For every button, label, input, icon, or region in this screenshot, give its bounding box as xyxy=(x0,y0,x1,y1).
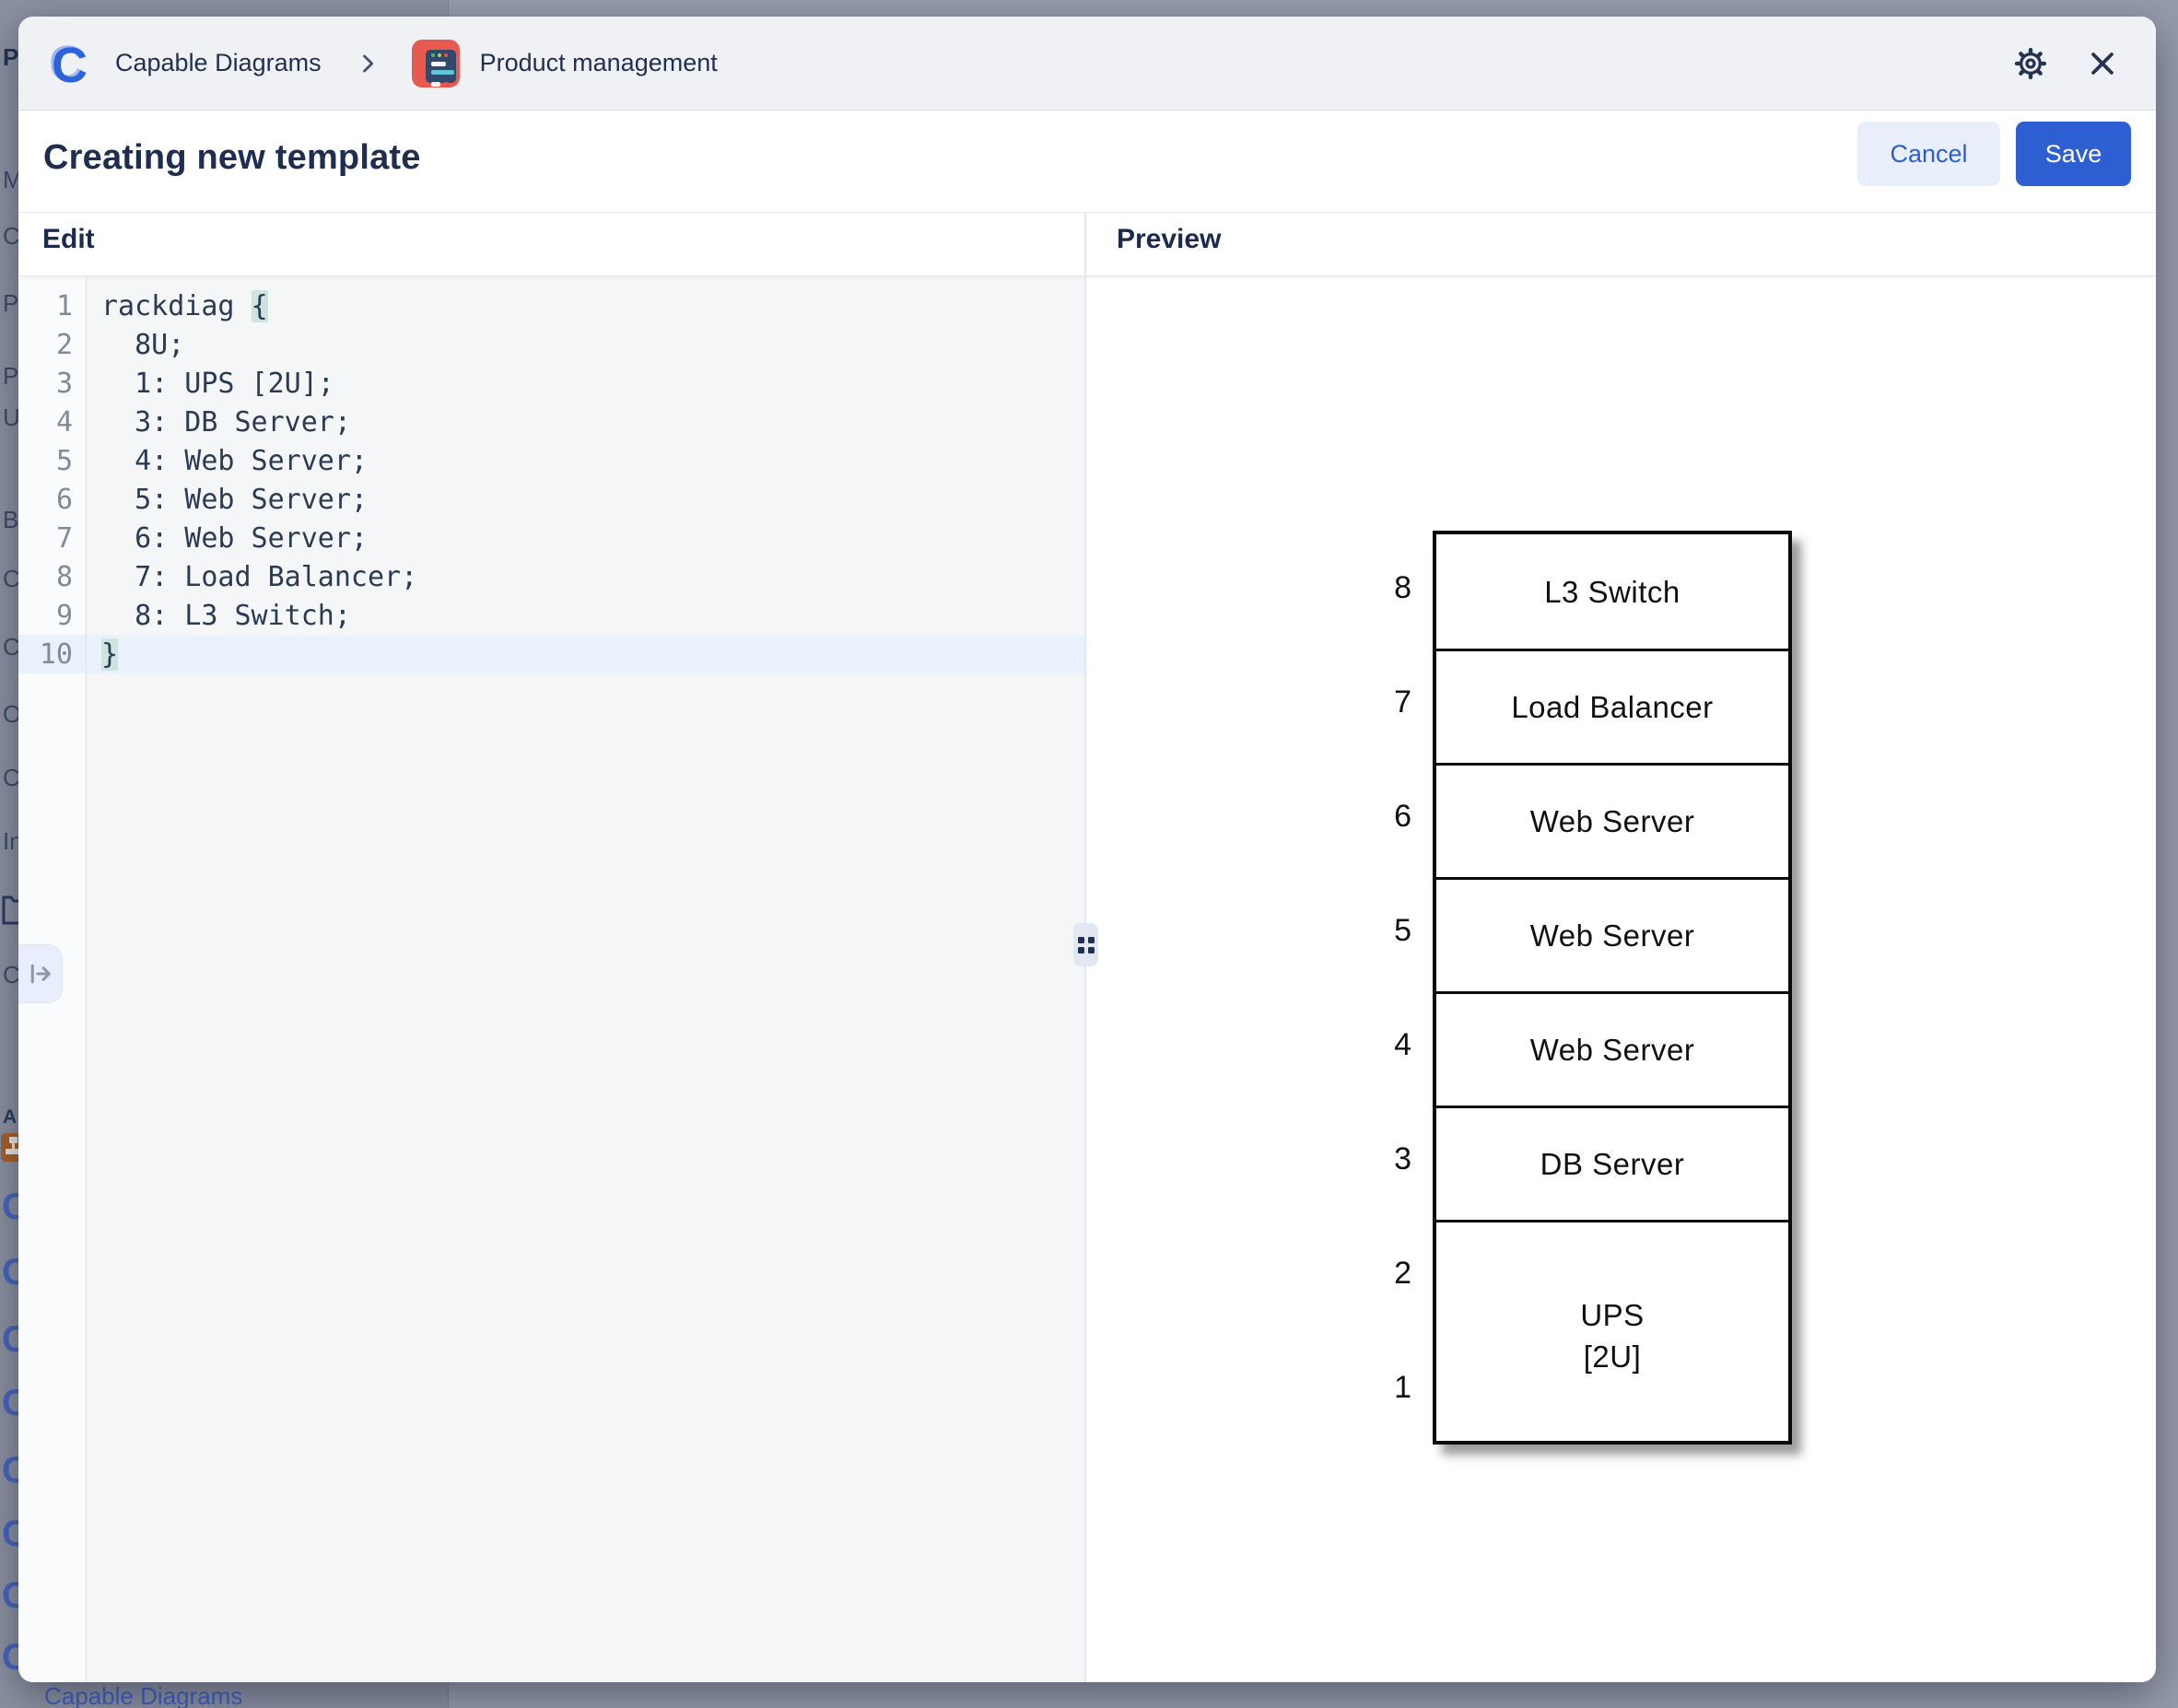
expand-sidebar-button[interactable] xyxy=(18,944,63,1003)
code-text: 3: DB Server; xyxy=(101,405,351,439)
code-text: 1: UPS [2U]; xyxy=(101,367,334,400)
capable-diagrams-logo-icon: C C xyxy=(49,35,88,93)
gutter-divider xyxy=(86,276,87,1682)
rack-unit-number: 6 xyxy=(1394,798,1411,834)
rack-slot: Load Balancer xyxy=(1436,649,1788,763)
line-number: 5 xyxy=(55,444,73,477)
code-line-6[interactable]: 6 5: Web Server; xyxy=(18,480,1084,519)
rack-slot: Web Server xyxy=(1436,877,1788,991)
rack-unit-number: 3 xyxy=(1394,1141,1411,1176)
code-line-10[interactable]: 10} xyxy=(18,635,1084,673)
code-line-3[interactable]: 3 1: UPS [2U]; xyxy=(18,364,1084,403)
settings-button[interactable] xyxy=(2009,42,2052,85)
rack-unit-number: 5 xyxy=(1394,912,1411,948)
line-number: 3 xyxy=(55,367,73,400)
preview-pane-label: Preview xyxy=(1117,224,1222,254)
gear-icon xyxy=(2014,47,2047,79)
code-text: 6: Web Server; xyxy=(101,521,368,555)
line-number: 4 xyxy=(55,405,73,439)
code-line-8[interactable]: 8 7: Load Balancer; xyxy=(18,557,1084,596)
rack-slot: UPS [2U] xyxy=(1436,1220,1788,1448)
breadcrumb-page-name[interactable]: Product management xyxy=(479,49,718,76)
dialog-title-row: Creating new template Cancel Save xyxy=(18,111,2156,213)
product-management-icon xyxy=(411,39,460,88)
line-number: 1 xyxy=(55,289,73,322)
drag-dots-icon xyxy=(1077,936,1095,953)
line-number: 6 xyxy=(55,483,73,516)
close-button[interactable] xyxy=(2081,42,2124,85)
page-title: Creating new template xyxy=(43,138,421,177)
dialog-header-bar: C C Capable Diagrams Product management xyxy=(18,17,2156,111)
rack-slot: DB Server xyxy=(1436,1106,1788,1220)
code-editor[interactable]: 1 rackdiag {2 8U; 3 1: UPS [2U]; 4 3: DB Se… xyxy=(18,276,1084,1682)
rack-unit-numbers: 8 7 6 5 4 3 2 1 xyxy=(1347,531,1411,1445)
background-nav-fragment: M xyxy=(3,166,23,193)
code-text: 8U; xyxy=(101,328,185,361)
rack-slot: L3 Switch xyxy=(1544,574,1680,609)
rack-unit-number: 4 xyxy=(1394,1026,1411,1062)
rack-unit-number: 7 xyxy=(1394,684,1411,719)
rack-box: L3 Switch Load Balancer Web Server Web Serv… xyxy=(1433,531,1792,1445)
breadcrumb-app-name[interactable]: Capable Diagrams xyxy=(115,49,322,76)
cancel-button[interactable]: Cancel xyxy=(1857,122,2000,186)
code-line-9[interactable]: 9 8: L3 Switch; xyxy=(18,596,1084,635)
background-bottom-link: Capable Diagrams xyxy=(44,1682,243,1708)
edit-pane-label: Edit xyxy=(42,224,95,254)
rack-unit-number: 8 xyxy=(1394,569,1411,605)
background-nav-fragment: In xyxy=(3,827,23,855)
splitter-drag-handle[interactable] xyxy=(1073,923,1098,966)
line-number: 10 xyxy=(39,638,73,671)
code-line-2[interactable]: 2 8U; xyxy=(18,325,1084,364)
rack-unit-number: 2 xyxy=(1394,1255,1411,1291)
template-editor-dialog: C C Capable Diagrams Product management xyxy=(18,17,2156,1682)
save-button[interactable]: Save xyxy=(2016,122,2131,186)
code-line-5[interactable]: 5 4: Web Server; xyxy=(18,441,1084,480)
code-line-7[interactable]: 7 6: Web Server; xyxy=(18,519,1084,557)
code-text: 5: Web Server; xyxy=(101,483,368,516)
line-number: 2 xyxy=(55,328,73,361)
code-text: 7: Load Balancer; xyxy=(101,560,418,593)
pane-header-row: Edit Preview xyxy=(18,213,2156,276)
rack-unit-number: 1 xyxy=(1394,1369,1411,1405)
line-number: 8 xyxy=(55,560,73,593)
chevron-right-icon xyxy=(355,51,381,76)
line-number: 7 xyxy=(55,521,73,555)
line-number: 9 xyxy=(55,599,73,632)
expand-arrow-icon xyxy=(30,964,51,984)
rack-slot: Web Server xyxy=(1436,991,1788,1106)
code-text: rackdiag { xyxy=(101,289,268,322)
code-line-4[interactable]: 4 3: DB Server; xyxy=(18,403,1084,441)
code-line-1[interactable]: 1 rackdiag { xyxy=(18,287,1084,325)
close-icon xyxy=(2091,52,2114,75)
code-text: 8: L3 Switch; xyxy=(101,599,351,632)
code-text: } xyxy=(101,638,119,671)
rack-slot: Web Server xyxy=(1436,763,1788,877)
code-text: 4: Web Server; xyxy=(101,444,368,477)
